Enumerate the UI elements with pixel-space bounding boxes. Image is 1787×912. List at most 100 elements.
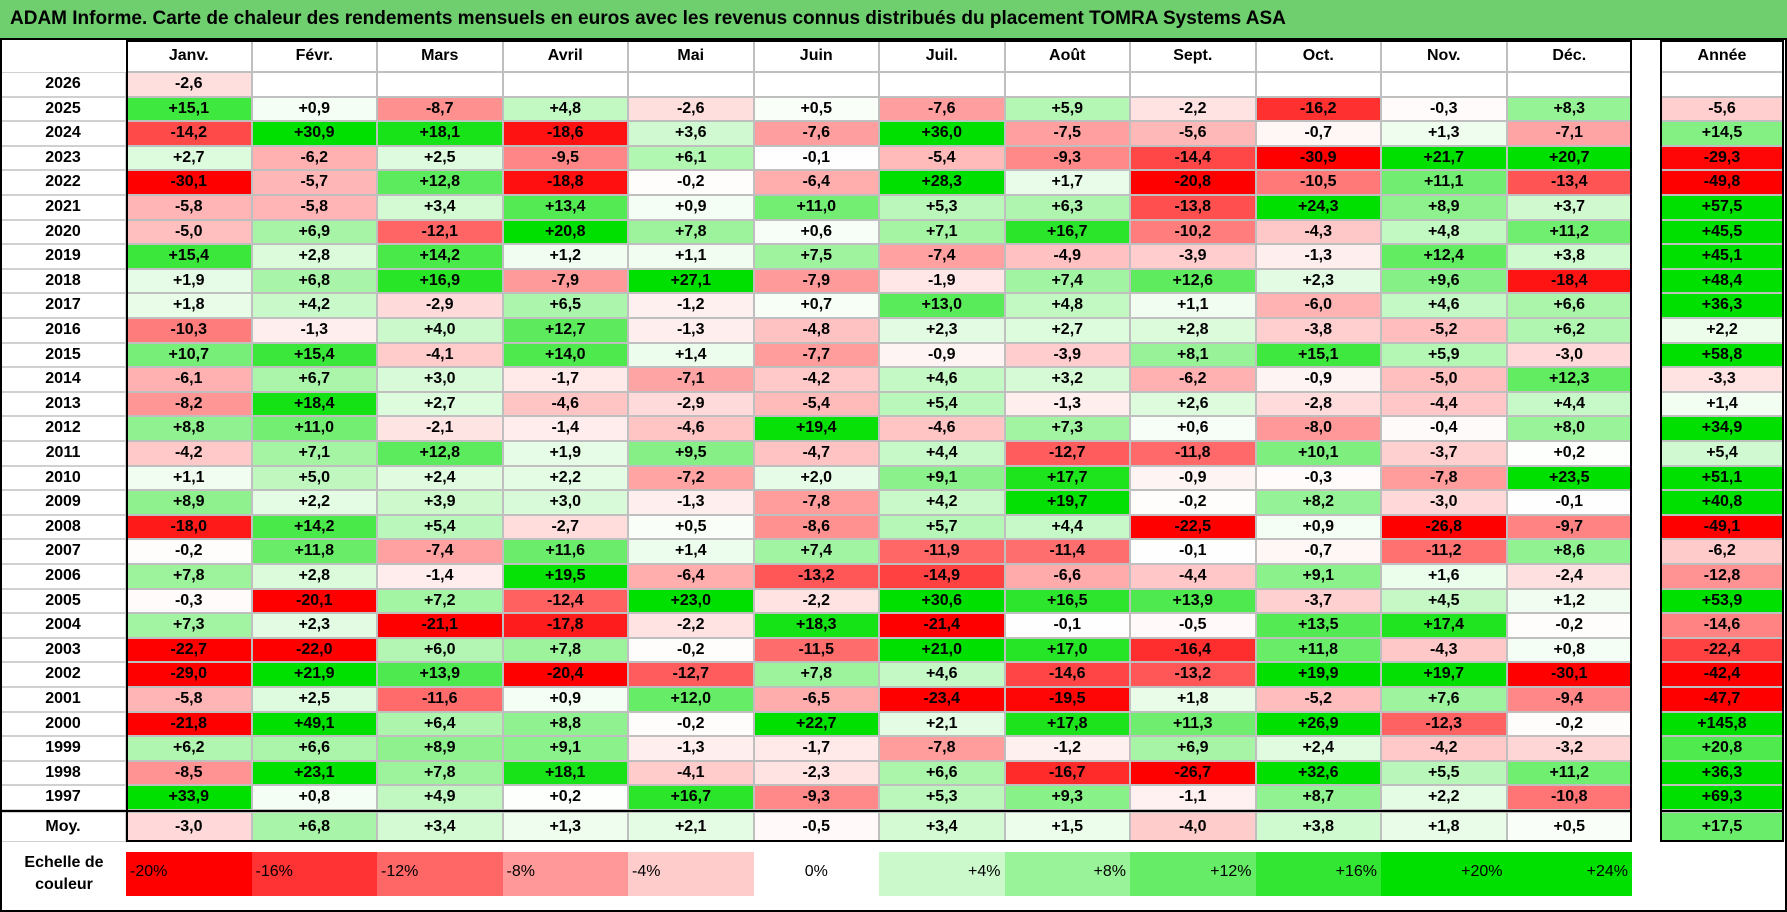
heat-cell: +5,4 bbox=[377, 514, 503, 540]
year-label: 2005 bbox=[0, 588, 126, 614]
heat-cell: +23,0 bbox=[628, 588, 754, 614]
heat-cell: -0,1 bbox=[1130, 539, 1256, 564]
heat-cell: -12,7 bbox=[628, 662, 754, 687]
heat-cell: +6,8 bbox=[251, 268, 377, 294]
legend-step: -4% bbox=[628, 852, 754, 896]
heat-cell: -16,2 bbox=[1255, 96, 1381, 122]
heat-cell: +3,2 bbox=[1004, 367, 1130, 392]
heat-cell: -6,0 bbox=[1255, 293, 1381, 318]
heat-cell: +7,8 bbox=[628, 219, 754, 245]
heat-cell: +11,2 bbox=[1506, 219, 1632, 245]
heat-cell: +17,0 bbox=[1004, 637, 1130, 663]
heat-cell: -5,0 bbox=[1381, 367, 1507, 392]
heat-cell: +7,5 bbox=[753, 244, 879, 269]
heat-cell: +4,0 bbox=[377, 318, 503, 343]
heat-cell: +8,8 bbox=[126, 416, 252, 441]
annual-cell: -12,8 bbox=[1660, 564, 1784, 589]
heat-cell: -2,2 bbox=[1130, 96, 1256, 122]
heat-cell: +16,7 bbox=[628, 785, 754, 810]
annual-cell: -49,1 bbox=[1660, 514, 1784, 540]
heat-cell: +4,5 bbox=[1381, 588, 1507, 614]
heat-cell: +4,4 bbox=[879, 441, 1005, 466]
heat-cell: -17,8 bbox=[502, 613, 628, 638]
heat-cell: -11,9 bbox=[879, 539, 1005, 564]
average-separator bbox=[0, 810, 1632, 812]
heat-cell: +4,4 bbox=[1506, 391, 1632, 417]
heat-cell: -7,9 bbox=[502, 268, 628, 294]
heat-cell: +9,1 bbox=[879, 465, 1005, 491]
heat-cell: +3,6 bbox=[628, 121, 754, 146]
average-cell: -0,5 bbox=[753, 812, 879, 842]
heat-cell: +2,6 bbox=[1130, 391, 1256, 417]
average-cell: +2,1 bbox=[628, 812, 754, 842]
heat-cell: +2,5 bbox=[377, 145, 503, 171]
heat-cell: +18,1 bbox=[502, 760, 628, 786]
heat-cell: +28,3 bbox=[879, 170, 1005, 195]
heat-cell: +11,0 bbox=[753, 195, 879, 220]
heat-cell: +6,9 bbox=[251, 219, 377, 245]
legend-label: Echelle de couleur bbox=[8, 852, 120, 896]
heat-cell: +10,1 bbox=[1255, 441, 1381, 466]
year-label: 2009 bbox=[0, 490, 126, 515]
heat-cell: +18,3 bbox=[753, 613, 879, 638]
heat-cell: +4,6 bbox=[1381, 293, 1507, 318]
heat-cell: -6,4 bbox=[753, 170, 879, 195]
heat-cell: +1,9 bbox=[126, 268, 252, 294]
heat-cell: +33,9 bbox=[126, 785, 252, 810]
legend-label-line1: Echelle de bbox=[24, 854, 104, 871]
legend-step: +8% bbox=[1004, 852, 1130, 896]
heat-cell: -9,7 bbox=[1506, 514, 1632, 540]
average-label: Moy. bbox=[0, 812, 126, 842]
legend-step: +24% bbox=[1506, 852, 1632, 896]
heat-cell: +1,4 bbox=[628, 342, 754, 368]
heat-cell: +2,8 bbox=[251, 244, 377, 269]
average-cell: -4,0 bbox=[1130, 812, 1256, 842]
heat-cell: -5,0 bbox=[126, 219, 252, 245]
heat-cell: -5,6 bbox=[1130, 121, 1256, 146]
heat-cell: -1,3 bbox=[628, 490, 754, 515]
legend-label-line2: couleur bbox=[35, 876, 93, 893]
heat-cell: -8,0 bbox=[1255, 416, 1381, 441]
heat-cell: -1,2 bbox=[628, 293, 754, 318]
heat-cell: -5,8 bbox=[126, 195, 252, 220]
heat-cell: -0,1 bbox=[1506, 490, 1632, 515]
heat-cell: +0,9 bbox=[502, 687, 628, 712]
heat-cell: -26,8 bbox=[1381, 514, 1507, 540]
heat-cell: +8,0 bbox=[1506, 416, 1632, 441]
heat-cell: +2,2 bbox=[1381, 785, 1507, 810]
month-header: Févr. bbox=[251, 40, 377, 72]
heat-cell: +0,9 bbox=[251, 96, 377, 122]
heat-cell bbox=[879, 72, 1005, 97]
heat-cell: -21,4 bbox=[879, 613, 1005, 638]
heat-cell: +9,3 bbox=[1004, 785, 1130, 810]
heat-cell: +6,4 bbox=[377, 711, 503, 737]
heat-cell: +0,9 bbox=[1255, 514, 1381, 540]
heat-cell: +4,2 bbox=[251, 293, 377, 318]
heat-cell: -21,8 bbox=[126, 711, 252, 737]
heat-cell: -20,4 bbox=[502, 662, 628, 687]
heat-cell: +14,2 bbox=[251, 514, 377, 540]
heat-cell: -2,9 bbox=[377, 293, 503, 318]
heat-cell: +6,6 bbox=[879, 760, 1005, 786]
year-label: 2002 bbox=[0, 662, 126, 687]
heat-cell: -1,1 bbox=[1130, 785, 1256, 810]
heat-cell: -3,0 bbox=[1506, 342, 1632, 368]
heat-cell: +30,6 bbox=[879, 588, 1005, 614]
heat-cell: -0,1 bbox=[1004, 613, 1130, 638]
heat-cell: +8,3 bbox=[1506, 96, 1632, 122]
heat-cell: +1,1 bbox=[628, 244, 754, 269]
heat-cell: +21,0 bbox=[879, 637, 1005, 663]
heat-cell: -13,4 bbox=[1506, 170, 1632, 195]
heat-cell: +3,4 bbox=[377, 195, 503, 220]
heat-cell: -6,6 bbox=[1004, 564, 1130, 589]
heat-cell: -4,3 bbox=[1255, 219, 1381, 245]
heat-cell: -22,0 bbox=[251, 637, 377, 663]
heat-cell: -2,2 bbox=[753, 588, 879, 614]
year-label: 2021 bbox=[0, 195, 126, 220]
heat-cell: -16,4 bbox=[1130, 637, 1256, 663]
heat-cell: +12,4 bbox=[1381, 244, 1507, 269]
heat-cell: +36,0 bbox=[879, 121, 1005, 146]
heat-cell: -0,4 bbox=[1381, 416, 1507, 441]
heat-cell: +32,6 bbox=[1255, 760, 1381, 786]
annual-cell: +45,5 bbox=[1660, 219, 1784, 245]
